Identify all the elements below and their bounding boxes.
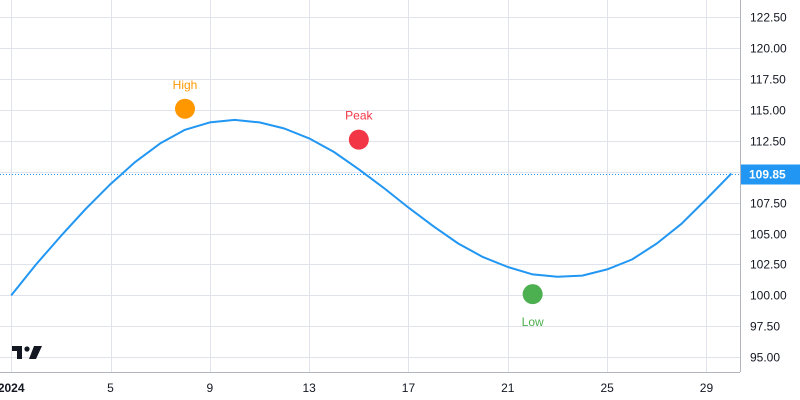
y-tick-label: 95.00 [750, 351, 780, 365]
marker-label: High [173, 78, 198, 92]
grid [0, 0, 740, 372]
x-tick-label: 17 [402, 381, 416, 395]
y-tick-label: 102.50 [750, 258, 787, 272]
y-tick-label: 105.00 [750, 228, 787, 242]
marker-label: Low [522, 315, 544, 329]
y-tick-label: 120.00 [750, 42, 787, 56]
marker-layer: High Peak Low [173, 78, 544, 329]
x-tick-label: 13 [302, 381, 316, 395]
marker-low [522, 284, 543, 305]
y-tick-label: 112.50 [750, 135, 786, 149]
y-tick-label: 97.50 [750, 320, 780, 334]
y-tick-label: 115.00 [750, 104, 786, 118]
series-line [10, 118, 733, 297]
tradingview-logo-icon [12, 346, 42, 359]
x-tick-label: 5 [107, 381, 114, 395]
y-tick-label: 107.50 [750, 197, 787, 211]
price-tag-label: 109.85 [749, 168, 786, 182]
x-tick-label: 25 [600, 381, 614, 395]
x-tick-label: 9 [206, 381, 213, 395]
price-tag [741, 164, 800, 185]
x-tick-label: 2024 [0, 381, 25, 395]
y-tick-label: 122.50 [750, 11, 787, 25]
marker-peak [348, 129, 369, 150]
y-tick-label: 117.50 [750, 73, 786, 87]
y-tick-label: 100.00 [750, 289, 787, 303]
x-tick-label: 21 [501, 381, 515, 395]
marker-high [175, 98, 195, 119]
marker-label: Peak [345, 109, 373, 123]
x-tick-label: 29 [700, 381, 714, 395]
series-layer [0, 118, 740, 297]
